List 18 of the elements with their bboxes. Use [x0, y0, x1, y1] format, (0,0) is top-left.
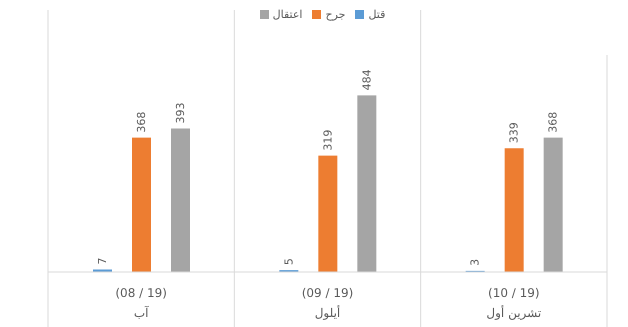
bar — [357, 95, 376, 272]
data-label: 393 — [174, 102, 187, 124]
legend-label: اعتقال — [272, 8, 302, 21]
bar — [132, 138, 151, 272]
bar — [504, 148, 524, 272]
data-label: 7 — [96, 257, 109, 264]
bar — [318, 156, 338, 272]
bar — [171, 128, 190, 272]
data-label: 339 — [508, 122, 521, 144]
legend-label: قتل — [368, 8, 386, 21]
data-label: 484 — [360, 69, 374, 90]
data-label: 368 — [135, 112, 148, 133]
bar — [544, 138, 563, 272]
data-label: 3 — [468, 258, 482, 266]
data-label: 5 — [282, 258, 296, 266]
data-label: 319 — [321, 130, 334, 151]
data-label: 368 — [546, 112, 560, 133]
legend-label: جرح — [325, 8, 346, 21]
